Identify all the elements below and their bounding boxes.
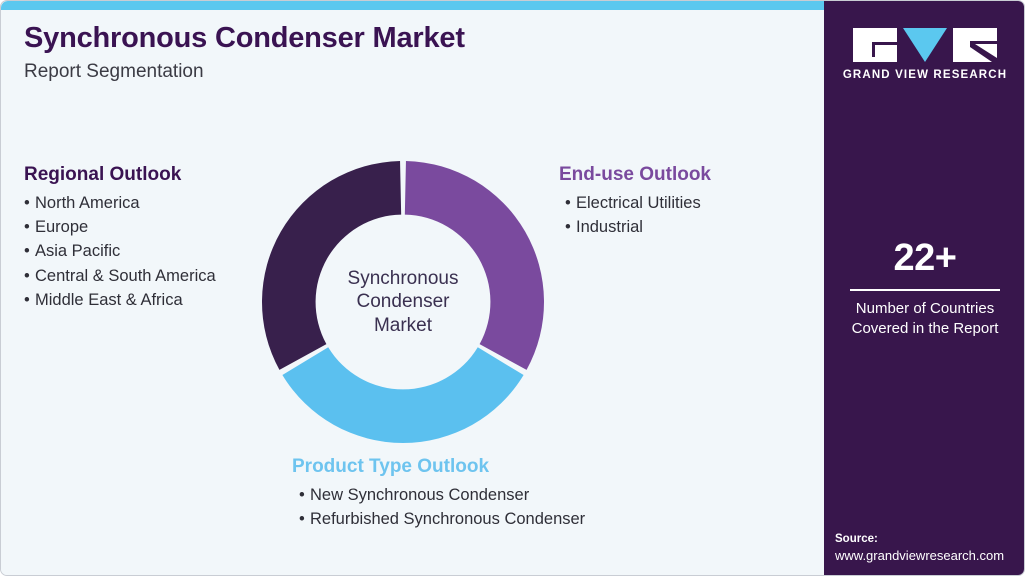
- bullet-icon: •: [24, 290, 30, 309]
- list-item: • Electrical Utilities: [559, 191, 711, 215]
- list-item: • New Synchronous Condenser: [292, 483, 585, 507]
- product-type-outlook-heading: Product Type Outlook: [292, 456, 490, 477]
- regional-outlook-block: Regional Outlook • North America • Europe …: [24, 164, 216, 312]
- list-item: • Central & South America: [24, 264, 216, 288]
- end-use-outlook-heading: End-use Outlook: [559, 164, 711, 185]
- list-item: • North America: [24, 191, 216, 215]
- source-label: Source:: [835, 532, 878, 545]
- list-item: • Refurbished Synchronous Condenser: [292, 507, 585, 531]
- brand-side-panel: GRAND VIEW RESEARCH 22+ Number of Countr…: [824, 1, 1024, 575]
- main-content-area: Synchronous Condenser Market Report Segm…: [1, 1, 824, 575]
- bullet-icon: •: [24, 242, 30, 261]
- brand-name: GRAND VIEW RESEARCH: [842, 69, 1008, 81]
- bullet-icon: •: [24, 218, 30, 237]
- list-item-label: Europe: [35, 218, 89, 237]
- bullet-icon: •: [565, 218, 571, 237]
- segmentation-donut-chart: Synchronous Condenser Market: [260, 159, 546, 445]
- product-type-outlook-list: • New Synchronous Condenser • Refurbished …: [292, 483, 585, 532]
- stat-label-line-1: Number of Countries: [855, 300, 995, 317]
- stat-value: 22+: [893, 237, 957, 279]
- list-item-label: New Synchronous Condenser: [310, 485, 530, 504]
- list-item: • Europe: [24, 215, 216, 239]
- list-item-label: Industrial: [576, 218, 643, 237]
- list-item: • Middle East & Africa: [24, 288, 216, 312]
- donut-segment[interactable]: [262, 161, 402, 370]
- title-block: Synchronous Condenser Market Report Segm…: [24, 22, 724, 83]
- bullet-icon: •: [299, 510, 305, 529]
- page-title: Synchronous Condenser Market: [24, 22, 465, 54]
- source-block: Source: www.grandviewresearch.com: [835, 532, 1024, 565]
- list-item-label: Refurbished Synchronous Condenser: [310, 510, 586, 529]
- donut-segment[interactable]: [282, 347, 524, 443]
- bullet-icon: •: [299, 485, 305, 504]
- source-url[interactable]: www.grandviewresearch.com: [835, 548, 1005, 564]
- top-accent-bar: [1, 1, 824, 10]
- donut-segment[interactable]: [404, 161, 544, 370]
- donut-arc-group: [262, 161, 544, 443]
- stat-label-line-2: Covered in the Report: [851, 319, 999, 337]
- regional-outlook-heading: Regional Outlook: [24, 164, 182, 185]
- list-item-label: Central & South America: [35, 266, 216, 285]
- list-item: • Asia Pacific: [24, 239, 216, 263]
- bullet-icon: •: [24, 193, 30, 212]
- list-item-label: North America: [35, 193, 140, 212]
- end-use-outlook-block: End-use Outlook • Electrical Utilities • I…: [559, 164, 711, 239]
- stat-divider: [850, 289, 1000, 291]
- list-item-label: Middle East & Africa: [35, 290, 183, 309]
- donut-svg: [262, 161, 544, 443]
- brand-logo: GRAND VIEW RESEARCH: [824, 28, 1024, 81]
- stat-block: 22+ Number of Countries Covered in the R…: [824, 237, 1024, 338]
- page-subtitle: Report Segmentation: [24, 61, 204, 83]
- stat-label: Number of Countries Covered in the Repor…: [824, 299, 1024, 338]
- bullet-icon: •: [24, 266, 30, 285]
- product-type-outlook-block: Product Type Outlook • New Synchronous Co…: [292, 456, 585, 531]
- gvr-logo-icon: [853, 28, 997, 62]
- list-item-label: Asia Pacific: [35, 242, 121, 261]
- list-item: • Industrial: [559, 215, 711, 239]
- list-item-label: Electrical Utilities: [576, 193, 701, 212]
- bullet-icon: •: [565, 193, 571, 212]
- regional-outlook-list: • North America • Europe • Asia Pacific • Ce…: [24, 191, 216, 312]
- end-use-outlook-list: • Electrical Utilities • Industrial: [559, 191, 711, 240]
